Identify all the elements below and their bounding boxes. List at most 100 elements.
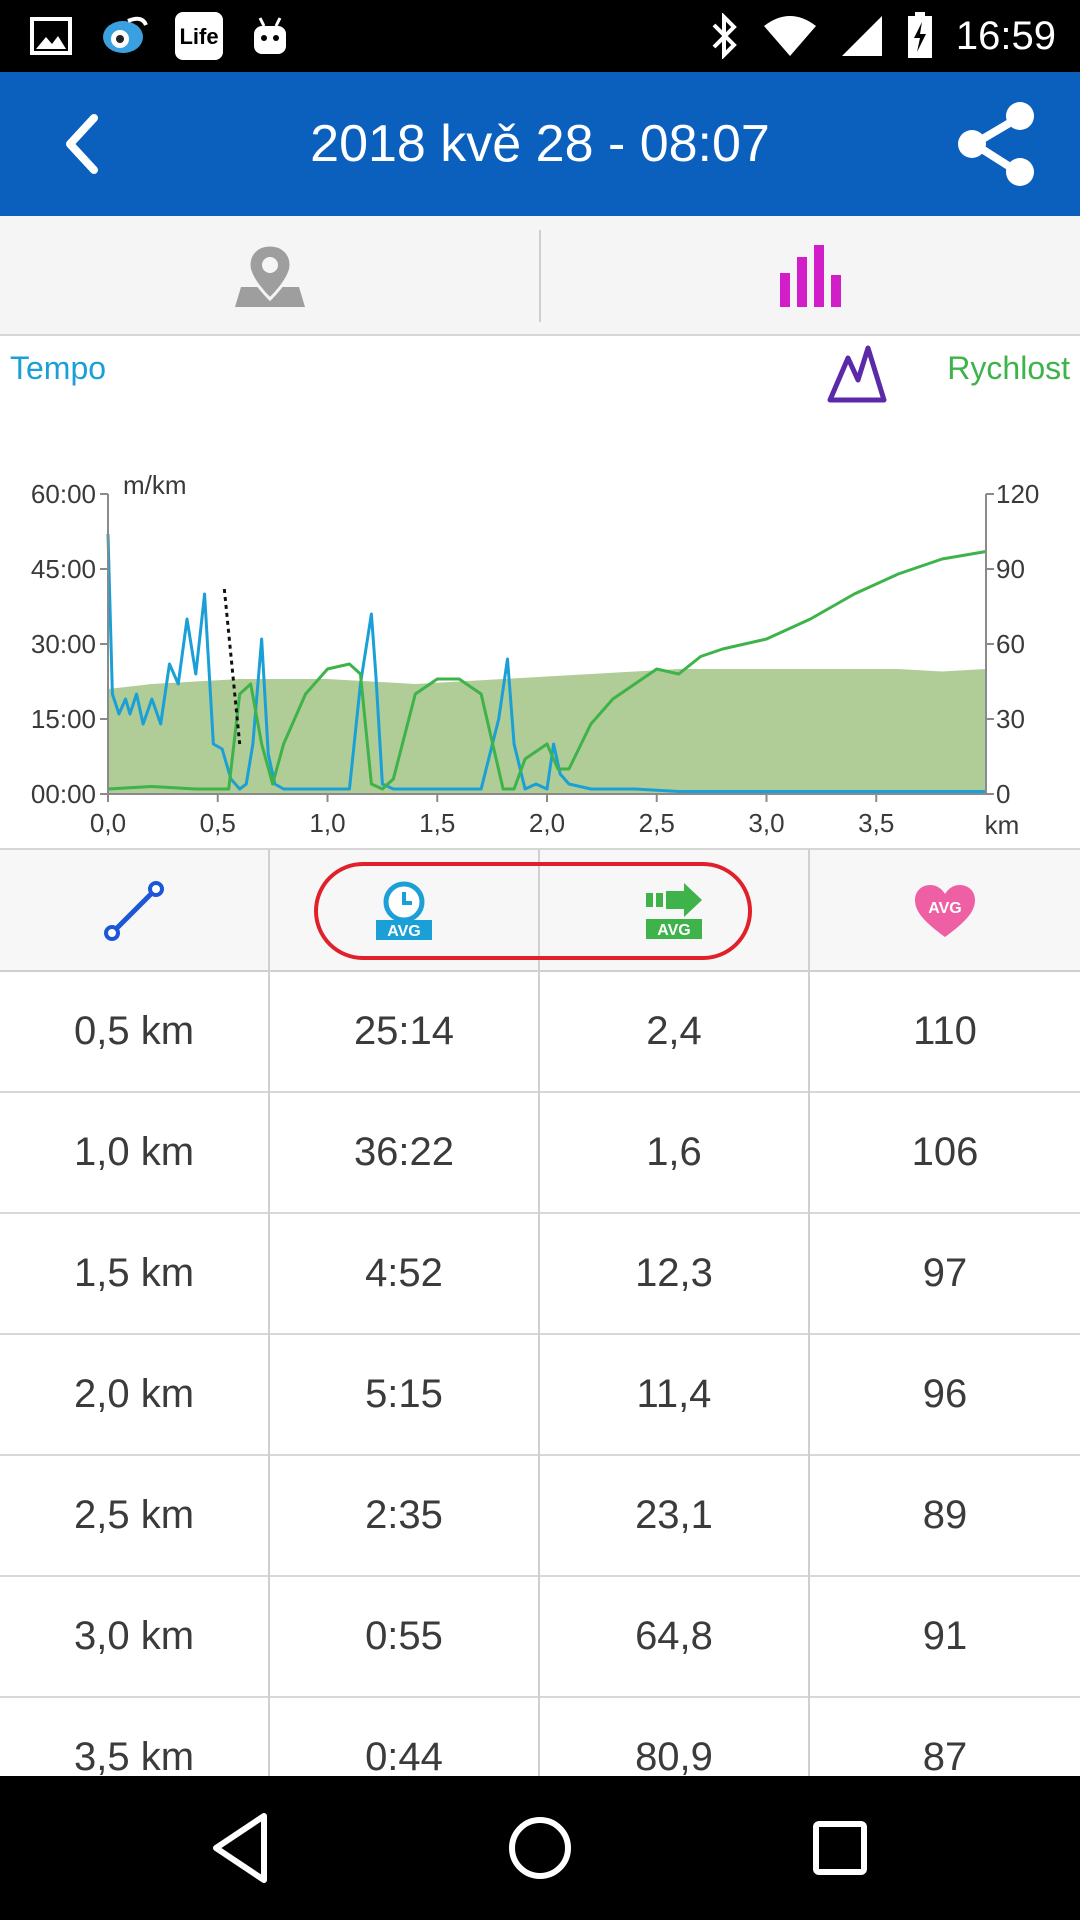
x-tick-label: 0,5 xyxy=(200,808,236,838)
header-separator xyxy=(268,850,270,972)
table-row[interactable]: 1,5 km 4:52 12,3 97 xyxy=(0,1214,1080,1335)
header-avg-heart-rate[interactable]: AVG xyxy=(810,850,1080,972)
split-heart-rate: 106 xyxy=(911,1130,979,1174)
table-row[interactable]: 3,5 km 0:44 80,9 87 xyxy=(0,1698,1080,1776)
left-tick-label: 45:00 xyxy=(31,554,96,584)
x-tick-label: 0,0 xyxy=(90,808,126,838)
split-speed: 11,4 xyxy=(636,1372,712,1416)
left-tick-label: 60:00 xyxy=(31,479,96,509)
split-pace: 0:55 xyxy=(365,1614,443,1658)
share-button[interactable] xyxy=(948,96,1044,192)
column-separator xyxy=(268,972,270,1776)
recents-square-icon[interactable] xyxy=(798,1806,882,1890)
page-title: 2018 kvě 28 - 08:07 xyxy=(310,115,770,173)
tab-charts[interactable] xyxy=(540,216,1080,336)
split-heart-rate: 91 xyxy=(922,1614,968,1658)
left-tick-label: 15:00 xyxy=(31,704,96,734)
split-distance: 1,0 km xyxy=(73,1130,195,1174)
split-pace: 4:52 xyxy=(365,1251,443,1295)
right-tick-label: 30 xyxy=(996,704,1025,734)
left-tick-label: 00:00 xyxy=(31,779,96,809)
column-separator xyxy=(808,972,810,1776)
left-tick-label: 30:00 xyxy=(31,629,96,659)
back-triangle-icon[interactable] xyxy=(198,1806,282,1890)
home-circle-icon[interactable] xyxy=(498,1806,582,1890)
split-speed: 80,9 xyxy=(635,1735,713,1776)
tab-divider xyxy=(539,230,541,322)
svg-text:Life: Life xyxy=(179,24,218,49)
rychlost-legend[interactable]: Rychlost xyxy=(947,350,1070,386)
chart-section: Tempo Rychlost 60:00 45:00 30:00 15:00 00:00… xyxy=(0,336,1080,848)
split-pace: 2:35 xyxy=(365,1493,443,1537)
left-axis-unit: m/km xyxy=(123,470,187,500)
signal-icon xyxy=(841,16,882,56)
x-tick-label: 3,0 xyxy=(748,808,784,838)
split-distance: 0,5 km xyxy=(73,1009,195,1053)
gap-dashed-segment xyxy=(222,588,242,745)
column-separator xyxy=(538,972,540,1776)
x-tick-label: 2,0 xyxy=(529,808,565,838)
header-distance[interactable] xyxy=(0,850,268,972)
split-heart-rate: 110 xyxy=(913,1009,977,1053)
svg-text:AVG: AVG xyxy=(387,923,420,940)
view-tabs xyxy=(0,216,1080,336)
avg-pace-icon: AVG xyxy=(376,881,432,940)
split-distance: 3,5 km xyxy=(73,1735,195,1776)
split-speed: 2,4 xyxy=(646,1009,702,1053)
table-row[interactable]: 1,0 km 36:22 1,6 106 xyxy=(0,1093,1080,1214)
split-speed: 12,3 xyxy=(635,1251,713,1295)
split-distance: 2,5 km xyxy=(73,1493,195,1537)
splits-table-body: 0,5 km 25:14 2,4 110 1,0 km 36:22 1,6 10… xyxy=(0,972,1080,1776)
svg-text:AVG: AVG xyxy=(928,900,961,917)
svg-text:AVG: AVG xyxy=(657,922,690,939)
split-speed: 1,6 xyxy=(646,1130,702,1174)
right-tick-label: 120 xyxy=(996,479,1039,509)
header-avg-pace[interactable]: AVG xyxy=(270,850,538,972)
app-icon xyxy=(103,16,148,53)
right-tick-label: 0 xyxy=(996,779,1010,809)
split-heart-rate: 89 xyxy=(922,1493,968,1537)
split-heart-rate: 87 xyxy=(922,1735,968,1776)
avg-speed-icon: AVG xyxy=(646,883,702,939)
status-bar: Life 16:59 xyxy=(0,0,1080,72)
split-pace: 25:14 xyxy=(353,1009,455,1053)
back-button[interactable] xyxy=(50,108,122,180)
x-tick-label: 1,5 xyxy=(419,808,455,838)
map-pin-icon xyxy=(235,243,305,307)
bluetooth-icon xyxy=(712,13,737,59)
split-pace: 5:15 xyxy=(365,1372,443,1416)
header-avg-speed[interactable]: AVG xyxy=(540,850,808,972)
table-row[interactable]: 3,0 km 0:55 64,8 91 xyxy=(0,1577,1080,1698)
split-speed: 23,1 xyxy=(635,1493,713,1537)
pace-speed-chart: 60:00 45:00 30:00 15:00 00:00 120 90 60 30 0 0,0 0,… xyxy=(31,470,1039,840)
header-separator xyxy=(538,850,540,972)
x-tick-label: 3,5 xyxy=(858,808,894,838)
split-speed: 64,8 xyxy=(635,1614,713,1658)
status-clock: 16:59 xyxy=(955,13,1056,58)
android-icon xyxy=(254,17,286,54)
avg-heart-rate-icon: AVG xyxy=(915,885,975,937)
tab-map[interactable] xyxy=(0,216,540,336)
splits-table-header: AVG AVG AVG xyxy=(0,848,1080,972)
system-nav-bar xyxy=(0,1776,1080,1920)
app-bar: 2018 kvě 28 - 08:07 xyxy=(0,72,1080,216)
elevation-area xyxy=(108,669,986,794)
back-arrow-icon xyxy=(66,114,98,174)
elevation-icon[interactable] xyxy=(826,344,888,406)
speed-series-line xyxy=(107,550,987,791)
highlight-outline xyxy=(314,862,752,960)
bar-chart-icon xyxy=(780,245,841,307)
split-distance: 2,0 km xyxy=(73,1372,195,1416)
split-heart-rate: 96 xyxy=(922,1372,968,1416)
right-tick-label: 60 xyxy=(996,629,1025,659)
life-app-icon: Life xyxy=(175,12,223,60)
tempo-legend[interactable]: Tempo xyxy=(10,350,107,386)
gallery-icon xyxy=(30,17,72,55)
split-distance: 1,5 km xyxy=(73,1251,195,1295)
table-row[interactable]: 2,0 km 5:15 11,4 96 xyxy=(0,1335,1080,1456)
split-pace: 0:44 xyxy=(365,1735,443,1776)
table-row[interactable]: 0,5 km 25:14 2,4 110 xyxy=(0,972,1080,1093)
split-pace: 36:22 xyxy=(353,1130,455,1174)
table-row[interactable]: 2,5 km 2:35 23,1 89 xyxy=(0,1456,1080,1577)
split-heart-rate: 97 xyxy=(922,1251,968,1295)
